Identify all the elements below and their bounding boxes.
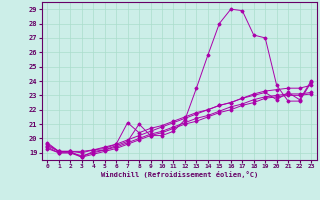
X-axis label: Windchill (Refroidissement éolien,°C): Windchill (Refroidissement éolien,°C) (100, 171, 258, 178)
